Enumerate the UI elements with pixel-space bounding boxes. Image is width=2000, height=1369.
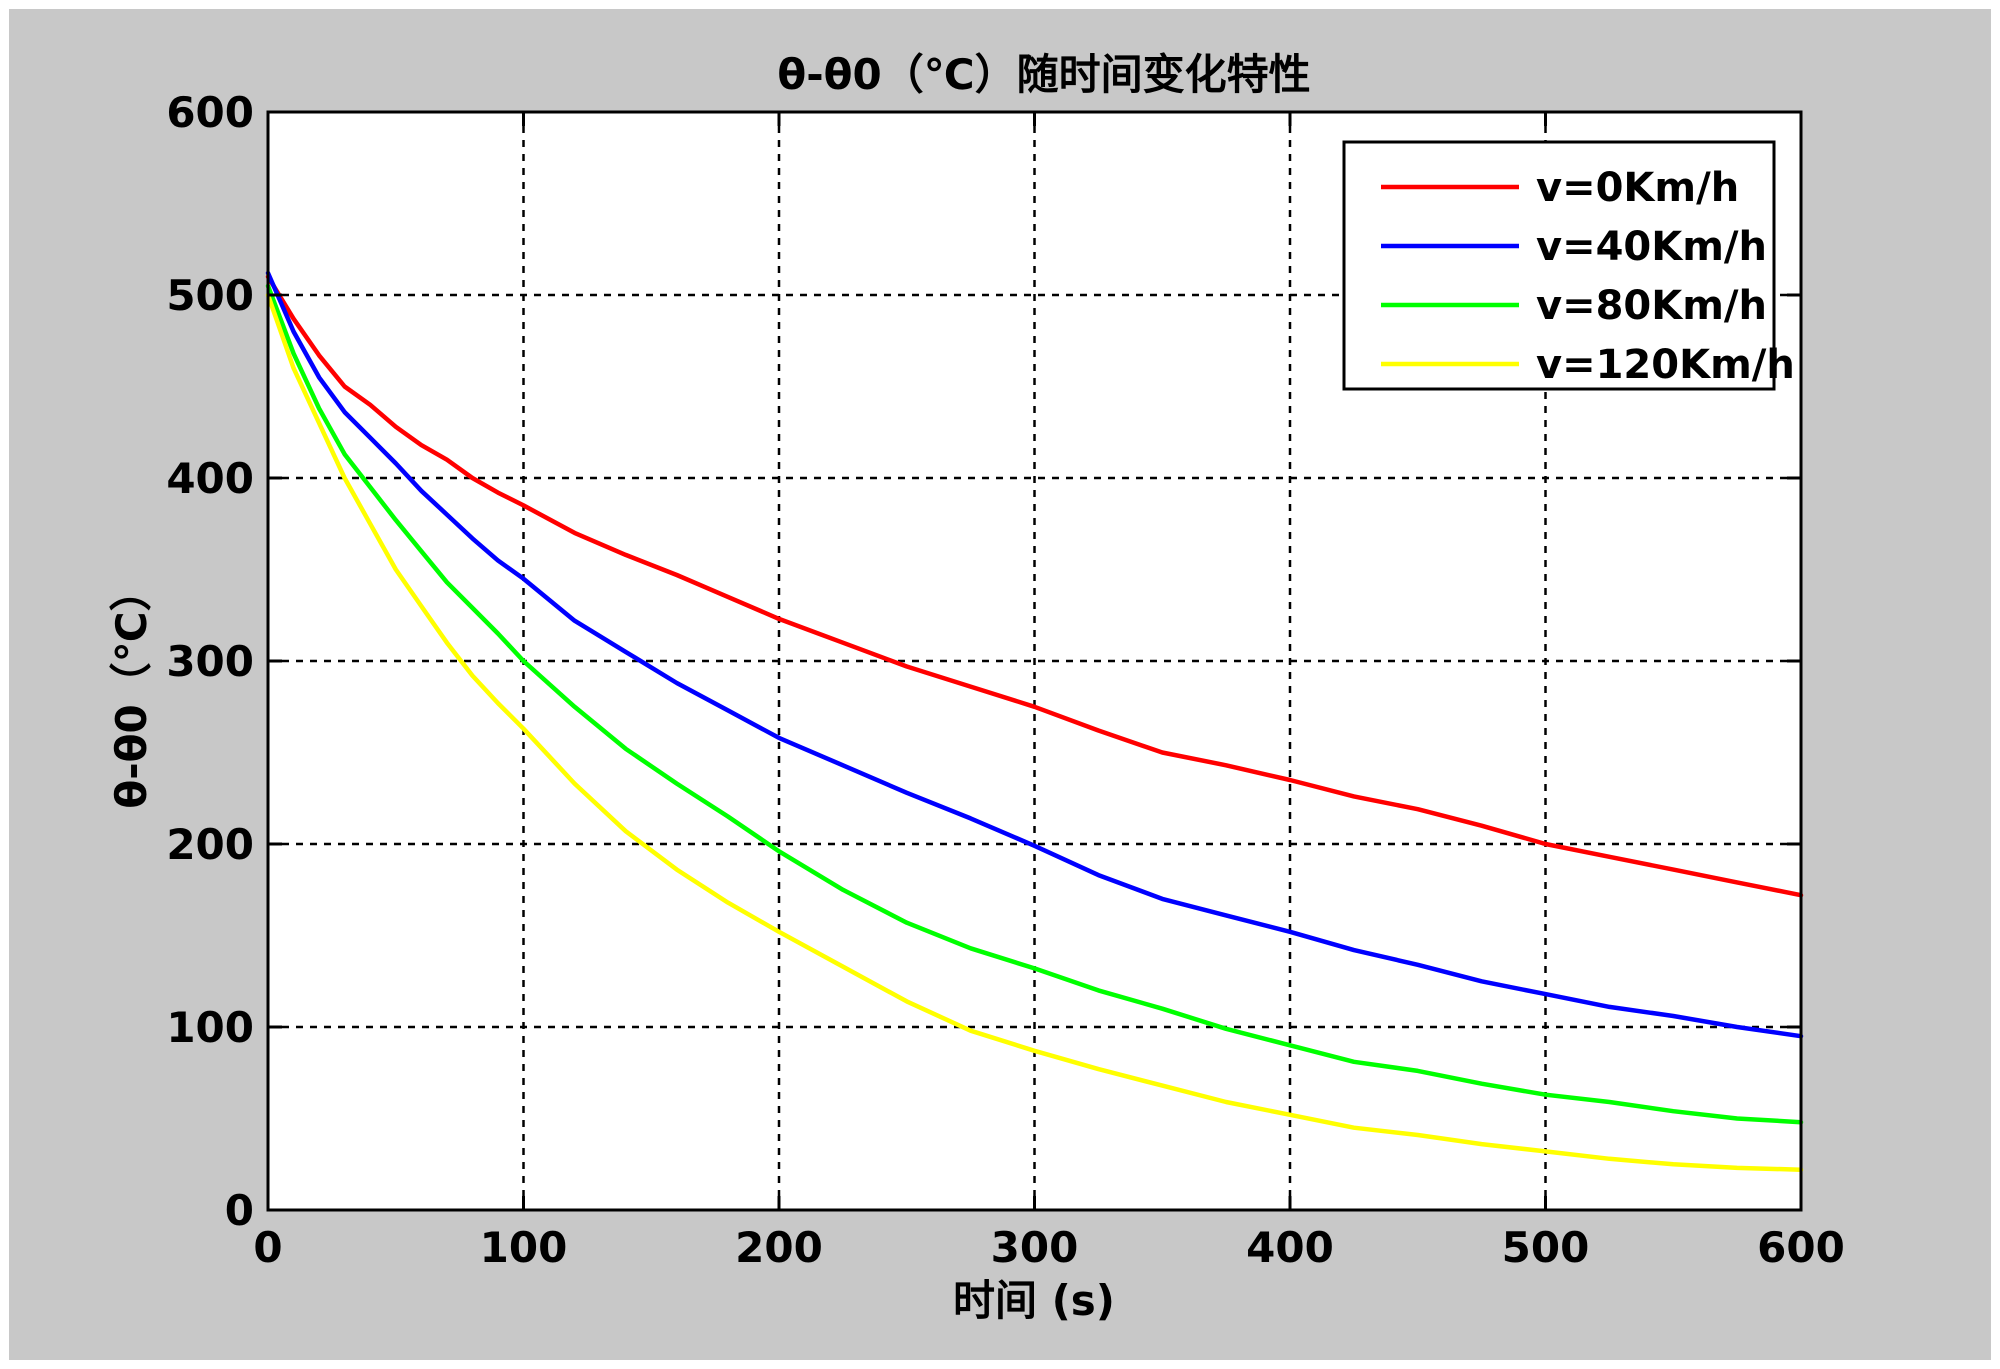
series-line-2 [265,283,1804,1125]
x-tick-label: 400 [1246,1223,1334,1272]
x-tick-label: 300 [991,1223,1079,1272]
x-tick-label: 600 [1757,1223,1845,1272]
series-line-0 [265,274,1804,898]
figure-background: θ-θ0（℃）随时间变化特性 0 100 200 300 400 500 600 0 100 20… [9,9,1991,1360]
legend-label-3: v=120Km/h [1536,342,1795,388]
y-tick-label: 500 [166,271,254,320]
legend-box [1342,140,1776,391]
x-tick-label: 100 [480,1223,568,1272]
x-tick-label: 500 [1502,1223,1590,1272]
chart-title: θ-θ0（℃）随时间变化特性 [777,50,1310,99]
y-tick-label: 0 [225,1186,254,1235]
series-layer [265,270,1804,1172]
legend-label-0: v=0Km/h [1536,165,1739,211]
series-line-1 [265,270,1804,1039]
legend-label-1: v=40Km/h [1536,224,1767,270]
y-tick-label: 600 [166,88,254,137]
y-axis-label: θ-θ0（℃） [107,569,156,808]
y-tick-label: 200 [166,820,254,869]
x-tick-label: 200 [735,1223,823,1272]
legend: v=0Km/h v=40Km/h v=80Km/h v=120Km/h [1342,140,1795,391]
chart-svg: θ-θ0（℃）随时间变化特性 0 100 200 300 400 500 600 0 100 20… [107,50,1845,1325]
y-tick-label: 300 [166,637,254,686]
y-tick-label: 100 [166,1003,254,1052]
x-axis-label: 时间 (s) [953,1276,1115,1325]
tick-layer: 0 100 200 300 400 500 600 0 100 200 300 400 500 600 [166,88,1845,1272]
x-tick-label: 0 [253,1223,282,1272]
y-tick-label: 400 [166,454,254,503]
series-line-3 [265,292,1804,1172]
legend-label-2: v=80Km/h [1536,283,1767,329]
